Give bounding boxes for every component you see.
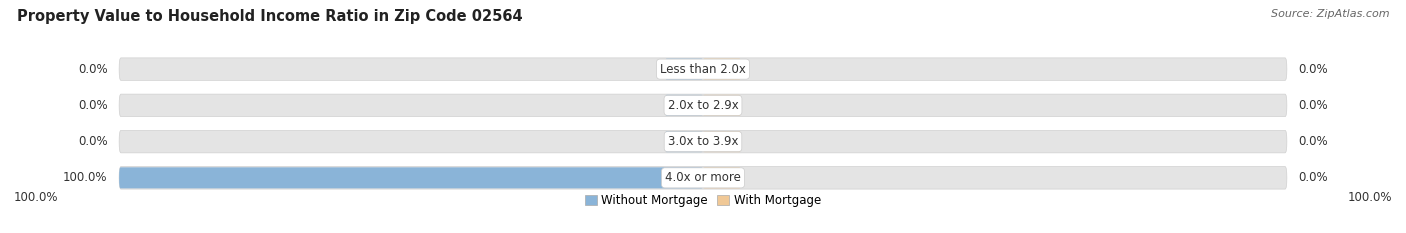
Text: 100.0%: 100.0% [14, 191, 59, 204]
Text: 100.0%: 100.0% [63, 171, 107, 184]
Text: 3.0x to 3.9x: 3.0x to 3.9x [668, 135, 738, 148]
FancyBboxPatch shape [120, 167, 703, 188]
Legend: Without Mortgage, With Mortgage: Without Mortgage, With Mortgage [581, 190, 825, 212]
Text: 0.0%: 0.0% [1299, 171, 1329, 184]
FancyBboxPatch shape [703, 131, 741, 152]
Text: 0.0%: 0.0% [1299, 135, 1329, 148]
Text: 0.0%: 0.0% [77, 63, 107, 76]
FancyBboxPatch shape [665, 59, 703, 80]
FancyBboxPatch shape [703, 59, 741, 80]
Text: 0.0%: 0.0% [77, 99, 107, 112]
Text: Less than 2.0x: Less than 2.0x [659, 63, 747, 76]
FancyBboxPatch shape [665, 131, 703, 152]
Text: 4.0x or more: 4.0x or more [665, 171, 741, 184]
FancyBboxPatch shape [120, 167, 1286, 189]
FancyBboxPatch shape [120, 94, 1286, 116]
Text: 2.0x to 2.9x: 2.0x to 2.9x [668, 99, 738, 112]
Text: 0.0%: 0.0% [1299, 63, 1329, 76]
Text: 0.0%: 0.0% [1299, 99, 1329, 112]
Text: 0.0%: 0.0% [77, 135, 107, 148]
Text: Property Value to Household Income Ratio in Zip Code 02564: Property Value to Household Income Ratio… [17, 9, 523, 24]
FancyBboxPatch shape [120, 58, 1286, 80]
FancyBboxPatch shape [120, 130, 1286, 153]
Text: 100.0%: 100.0% [1347, 191, 1392, 204]
FancyBboxPatch shape [703, 167, 741, 188]
FancyBboxPatch shape [665, 95, 703, 116]
Text: Source: ZipAtlas.com: Source: ZipAtlas.com [1271, 9, 1389, 19]
FancyBboxPatch shape [703, 95, 741, 116]
